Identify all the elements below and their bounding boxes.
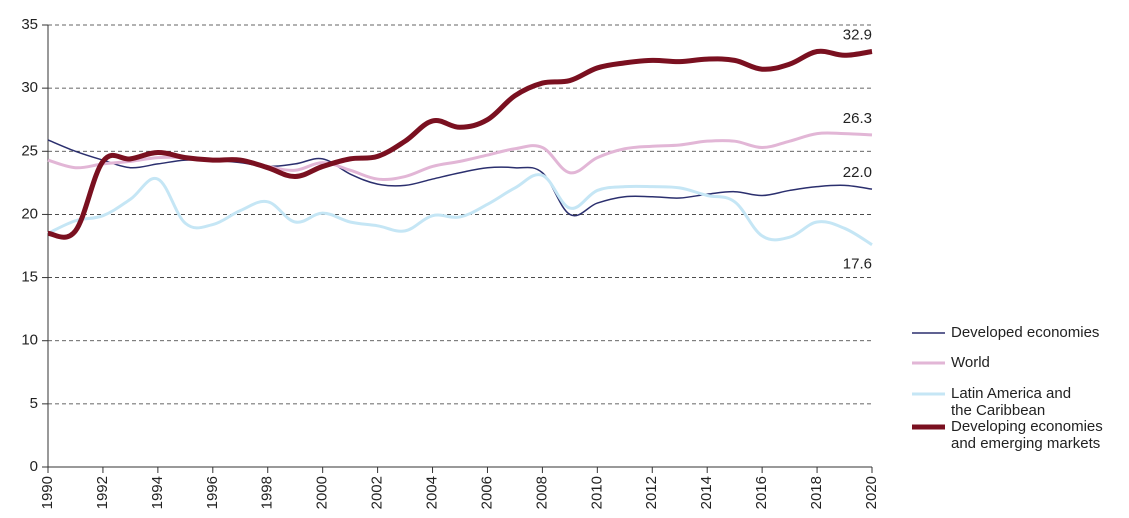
value-label: 32.9 [843, 26, 872, 43]
legend-label-line: Developing economies [951, 418, 1103, 435]
y-tick-label: 15 [21, 269, 38, 286]
value-label: 17.6 [843, 256, 872, 273]
series-line [47, 48, 873, 240]
x-tick-label: 1996 [204, 476, 221, 509]
x-tick-label: 2016 [753, 476, 770, 509]
x-tick-label: 2004 [424, 476, 441, 509]
y-tick-label: 35 [21, 16, 38, 33]
legend-label-line: the Caribbean [951, 402, 1045, 419]
series-line [47, 173, 873, 247]
value-label: 22.0 [843, 164, 872, 181]
legend-label-line: World [951, 354, 990, 371]
series-line [47, 139, 873, 217]
x-tick-label: 2012 [643, 476, 660, 509]
x-tick-label: 2020 [863, 476, 880, 509]
legend-label-line: Developed economies [951, 324, 1099, 341]
x-tick-label: 1992 [94, 476, 111, 509]
y-tick-label: 5 [30, 395, 38, 412]
x-tick-label: 2000 [314, 476, 331, 509]
y-tick-label: 20 [21, 205, 38, 222]
legend-label: Developed economies [951, 324, 1099, 341]
legend-label: World [951, 354, 990, 371]
legend-label: Latin America and the Caribbean [951, 385, 1071, 419]
x-tick-label: 2006 [478, 476, 495, 509]
value-label: 26.3 [843, 110, 872, 127]
x-tick-label: 1994 [149, 476, 166, 509]
x-tick-label: 2002 [369, 476, 386, 509]
x-tick-label: 2014 [698, 476, 715, 509]
x-tick-label: 2008 [533, 476, 550, 509]
legend-label-line: and emerging markets [951, 435, 1100, 452]
y-tick-label: 30 [21, 79, 38, 96]
y-tick-label: 0 [30, 458, 38, 475]
legend-label: Developing economies and emerging markets [951, 418, 1103, 452]
x-tick-label: 2010 [588, 476, 605, 509]
x-tick-label: 1990 [39, 476, 56, 509]
y-tick-label: 25 [21, 142, 38, 159]
x-tick-label: 1998 [259, 476, 276, 509]
legend-label-line: Latin America and [951, 385, 1071, 402]
y-tick-label: 10 [21, 332, 38, 349]
x-tick-label: 2018 [808, 476, 825, 509]
